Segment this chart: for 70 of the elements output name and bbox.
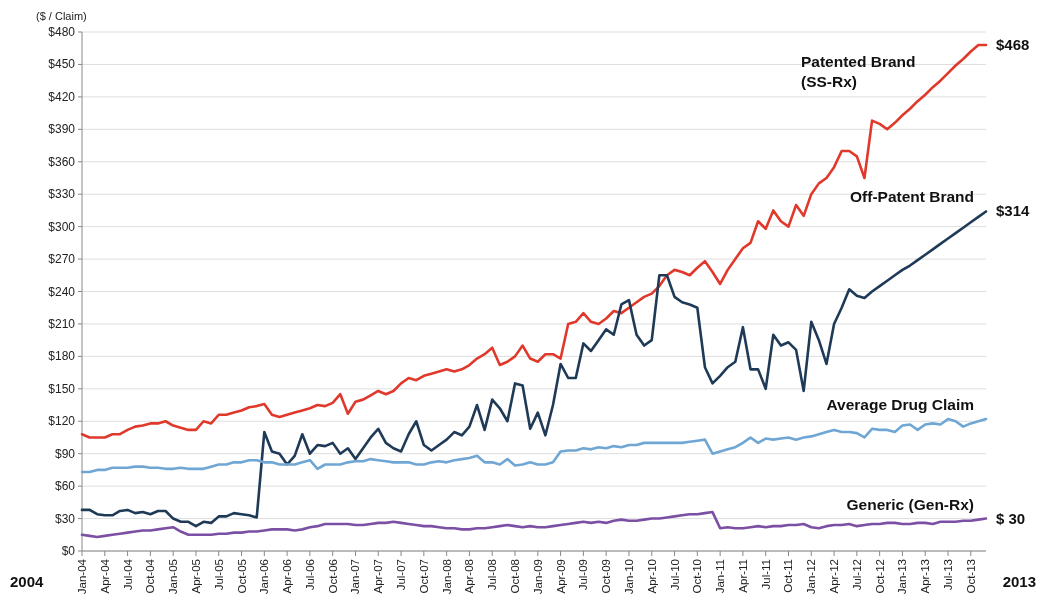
x-tick-label: Apr-13 bbox=[919, 559, 932, 594]
x-tick-label: Jan-09 bbox=[531, 559, 544, 595]
x-tick-label: Jan-06 bbox=[258, 559, 271, 595]
x-tick-label: Jan-08 bbox=[440, 559, 453, 595]
data-label: $314 bbox=[996, 202, 1031, 220]
x-tick-label: Oct-07 bbox=[417, 559, 430, 594]
y-tick-label: $480 bbox=[48, 25, 76, 39]
x-tick-label: Jan-07 bbox=[349, 559, 362, 595]
x-tick-label: Apr-07 bbox=[372, 559, 385, 594]
series-label: Off-Patent Brand bbox=[850, 188, 974, 206]
x-tick-label: Jul-07 bbox=[395, 559, 408, 591]
y-tick-label: $240 bbox=[48, 284, 76, 299]
x-tick-label: Jan-12 bbox=[805, 559, 818, 595]
y-tick-label: $60 bbox=[54, 479, 76, 494]
x-tick-label: Apr-06 bbox=[281, 559, 294, 594]
data-label: $ 30 bbox=[996, 509, 1026, 527]
y-tick-label: $30 bbox=[54, 511, 76, 526]
y-tick-label: $270 bbox=[48, 252, 76, 267]
series-label: Generic (Gen-Rx) bbox=[846, 495, 974, 513]
x-tick-label: Jan-05 bbox=[167, 559, 180, 595]
x-tick-label: Oct-08 bbox=[509, 559, 522, 594]
x-tick-label: Jul-13 bbox=[942, 559, 955, 591]
text: 2004 bbox=[10, 573, 45, 590]
x-tick-label: Oct-13 bbox=[964, 559, 977, 594]
y-axis-title: ($ / Claim) bbox=[36, 10, 87, 22]
y-tick-label: $360 bbox=[48, 154, 76, 169]
y-tick-label: $420 bbox=[48, 89, 76, 104]
series-label: Average Drug Claim bbox=[826, 396, 974, 414]
x-tick-label: Oct-12 bbox=[873, 559, 886, 594]
y-tick-label: $180 bbox=[48, 349, 76, 364]
x-tick-label: Jan-10 bbox=[622, 559, 635, 595]
text: 2013 bbox=[1002, 573, 1036, 590]
x-tick-label: Apr-05 bbox=[189, 559, 202, 594]
x-tick-label: Apr-12 bbox=[828, 559, 841, 594]
x-tick-label: Apr-09 bbox=[554, 559, 567, 594]
y-tick-label: $300 bbox=[48, 219, 76, 234]
x-tick-label: Oct-04 bbox=[144, 558, 157, 594]
x-tick-label: Apr-08 bbox=[463, 559, 476, 594]
x-tick-label: Jan-04 bbox=[76, 558, 88, 595]
line-series bbox=[80, 43, 988, 439]
y-tick-label: $390 bbox=[48, 122, 76, 137]
x-tick-label: Jul-09 bbox=[577, 559, 590, 591]
y-tick-label: $210 bbox=[48, 316, 76, 331]
y-tick-label: $120 bbox=[48, 414, 76, 429]
series-label: Patented Brand (SS-Rx) bbox=[801, 52, 916, 90]
y-tick-label: $450 bbox=[48, 57, 76, 72]
x-tick-label: Apr-10 bbox=[645, 559, 658, 594]
y-tick-label: $330 bbox=[48, 187, 76, 202]
x-tick-label: Jul-11 bbox=[759, 559, 772, 590]
data-label: $468 bbox=[996, 35, 1030, 53]
x-tick-label: Jan-13 bbox=[896, 559, 909, 595]
line-series bbox=[80, 417, 988, 474]
x-tick-label: Jul-12 bbox=[850, 559, 863, 591]
x-tick-label: Jan-11 bbox=[714, 559, 727, 594]
x-tick-label: Apr-11 bbox=[736, 559, 749, 593]
x-tick-label: Jul-10 bbox=[668, 559, 681, 591]
x-tick-label: Jul-04 bbox=[121, 558, 134, 591]
x-tick-label: Oct-11 bbox=[782, 559, 795, 593]
line-series bbox=[80, 210, 988, 528]
x-tick-label: Jul-06 bbox=[303, 559, 316, 591]
x-tick-label: Oct-05 bbox=[235, 559, 248, 594]
x-tick-label: Apr-04 bbox=[98, 558, 111, 594]
x-tick-label: Oct-10 bbox=[691, 559, 704, 594]
y-tick-label: $0 bbox=[61, 544, 76, 558]
x-tick-label: Jul-08 bbox=[486, 559, 499, 591]
y-tick-label: $150 bbox=[48, 381, 76, 396]
y-tick-label: $90 bbox=[54, 446, 76, 461]
x-tick-label: Jul-05 bbox=[212, 559, 225, 591]
x-tick-label: Oct-06 bbox=[326, 559, 339, 594]
x-tick-label: Oct-09 bbox=[600, 559, 613, 594]
